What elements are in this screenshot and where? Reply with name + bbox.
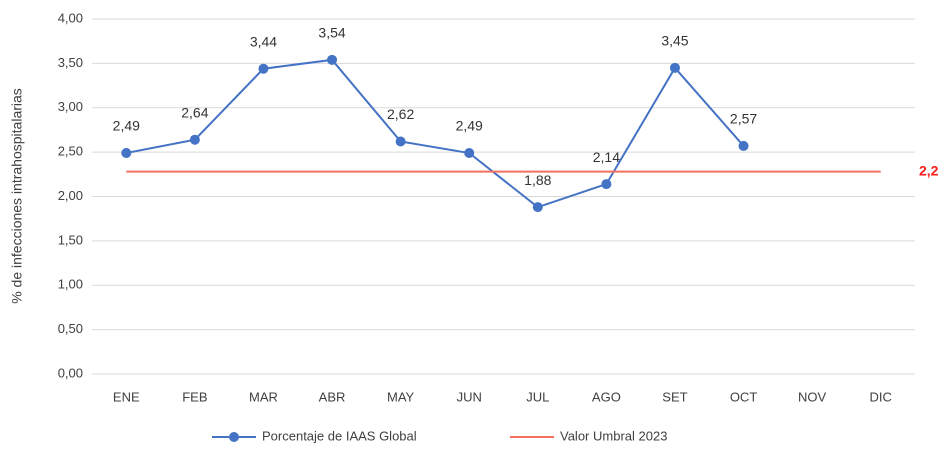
data-point	[327, 54, 338, 65]
series-line	[126, 58, 745, 209]
data-point	[601, 179, 612, 190]
data-point	[121, 148, 132, 159]
data-label: 2,49	[113, 118, 140, 134]
x-tick-label: OCT	[730, 389, 758, 404]
data-point	[669, 62, 680, 73]
data-point	[532, 202, 543, 213]
data-point	[464, 148, 475, 159]
y-axis-label: % de infecciones intrahospitalarias	[9, 88, 25, 304]
y-tick-label: 3,00	[58, 99, 83, 114]
x-tick-label: JUN	[457, 389, 482, 404]
data-label: 2,49	[456, 118, 483, 134]
y-tick-label: 3,50	[58, 55, 83, 70]
data-label: 3,54	[318, 25, 345, 41]
x-tick-label: ENE	[113, 389, 140, 404]
data-label: 3,45	[661, 33, 688, 49]
legend-label: Porcentaje de IAAS Global	[262, 428, 417, 443]
x-tick-label: NOV	[798, 389, 827, 404]
y-tick-label: 2,00	[58, 188, 83, 203]
data-label: 3,44	[250, 33, 277, 49]
x-tick-label: MAR	[249, 389, 278, 404]
legend-marker	[229, 432, 239, 442]
data-label: 1,88	[524, 172, 551, 188]
legend-label: Valor Umbral 2023	[560, 428, 667, 443]
y-tick-label: 2,50	[58, 144, 83, 159]
x-tick-label: AGO	[592, 389, 621, 404]
data-point	[258, 63, 269, 74]
x-tick-label: MAY	[387, 389, 415, 404]
threshold-label: 2,28	[919, 162, 938, 178]
x-tick-label: FEB	[182, 389, 207, 404]
y-tick-label: 4,00	[58, 10, 83, 25]
data-label: 2,64	[181, 104, 208, 120]
y-tick-label: 0,00	[58, 365, 83, 380]
x-tick-label: ABR	[319, 389, 346, 404]
x-tick-label: SET	[662, 389, 687, 404]
y-tick-label: 0,50	[58, 321, 83, 336]
x-tick-label: JUL	[526, 389, 549, 404]
data-label: 2,62	[387, 106, 414, 122]
x-tick-label: DIC	[870, 389, 892, 404]
y-tick-label: 1,50	[58, 232, 83, 247]
data-label: 2,57	[730, 111, 757, 127]
data-label: 2,14	[593, 149, 620, 165]
data-point	[738, 140, 749, 151]
y-tick-label: 1,00	[58, 277, 83, 292]
data-point	[189, 134, 200, 145]
data-point	[395, 136, 406, 147]
